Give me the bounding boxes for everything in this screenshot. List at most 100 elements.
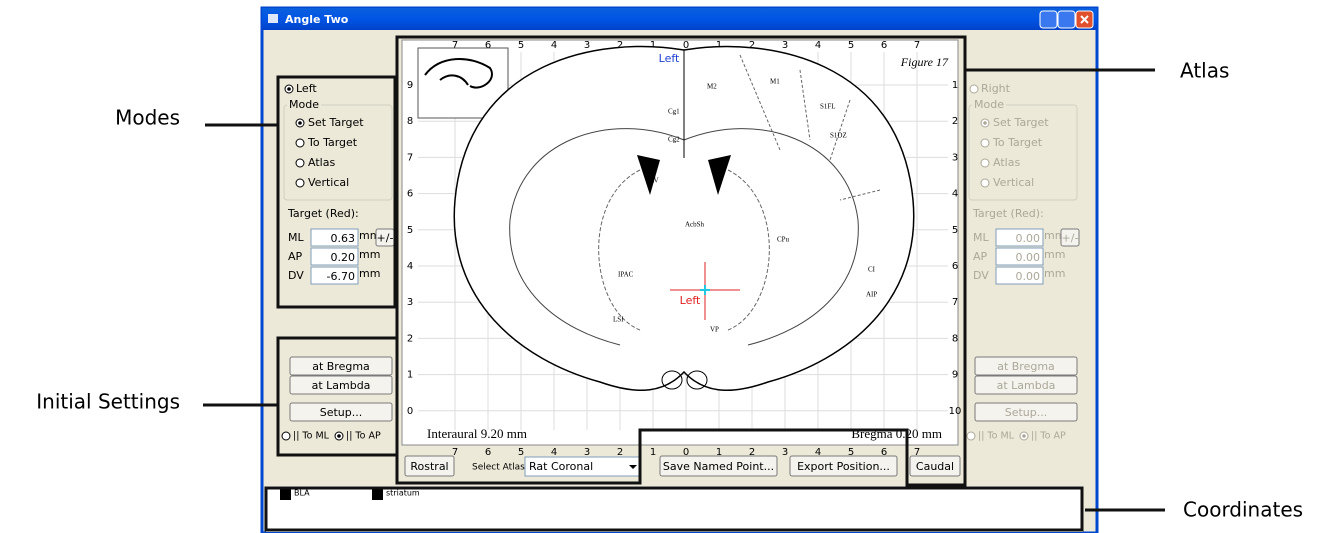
radio[interactable] xyxy=(981,139,989,147)
callout-label: Initial Settings xyxy=(36,390,180,414)
left-tick-label: 4 xyxy=(407,261,413,272)
legend-label: BLA xyxy=(294,489,310,498)
interaural-label: Interaural 9.20 mm xyxy=(427,426,527,441)
bottom-tick-label: 5 xyxy=(518,447,524,458)
radio[interactable] xyxy=(296,159,304,167)
target-title: Target (Red): xyxy=(287,207,359,220)
side-label: Left xyxy=(296,82,317,95)
export-button-label: Export Position... xyxy=(797,460,890,473)
radio-dot xyxy=(337,434,341,438)
region-label: LV xyxy=(650,177,659,185)
field-value: 0.63 xyxy=(331,232,356,245)
bottom-tick-label: 1 xyxy=(650,447,656,458)
caudal-button-label: Caudal xyxy=(916,460,954,473)
orientation-option: || To ML xyxy=(978,431,1015,442)
screen: Angle Two LeftModeSet TargetTo TargetAtl… xyxy=(0,0,1337,533)
field-label: AP xyxy=(973,250,988,263)
mode-option: Set Target xyxy=(993,116,1049,129)
legend-label: striatum xyxy=(386,489,420,498)
orientation-option: || To AP xyxy=(346,431,381,442)
radio-dot xyxy=(298,121,302,125)
radio[interactable] xyxy=(282,432,290,440)
top-tick-label: 4 xyxy=(551,40,557,51)
window-title: Angle Two xyxy=(285,13,349,26)
radio[interactable] xyxy=(981,179,989,187)
region-label: S1DZ xyxy=(830,132,847,140)
left-tick-label: 9 xyxy=(407,80,413,91)
mode-option: Set Target xyxy=(308,116,364,129)
title-bar xyxy=(262,8,1097,30)
figure-label: Figure 17 xyxy=(900,55,949,69)
select-atlas-label: Select Atlas xyxy=(472,463,525,473)
top-tick-label: 4 xyxy=(815,40,821,51)
region-label: AcbSh xyxy=(685,221,705,229)
radio[interactable] xyxy=(296,179,304,187)
region-label: CI xyxy=(868,266,876,274)
region-label: VP xyxy=(710,326,719,334)
radio[interactable] xyxy=(967,432,975,440)
right-tick-label: 9 xyxy=(952,370,958,381)
radio-dot xyxy=(287,87,291,91)
setting-button-label: Setup... xyxy=(1005,406,1048,419)
orientation-option: || To ML xyxy=(293,431,330,442)
field-unit: mm xyxy=(359,267,380,280)
minimize-button[interactable] xyxy=(1040,11,1057,28)
atlas-choice: Rat Coronal xyxy=(529,460,593,473)
left-tick-label: 1 xyxy=(407,370,413,381)
setting-button-label: at Bregma xyxy=(997,360,1055,373)
field-value: 0.00 xyxy=(1016,270,1041,283)
field-value: 0.00 xyxy=(1016,251,1041,264)
field-value: 0.20 xyxy=(331,251,356,264)
mode-title: Mode xyxy=(289,98,319,111)
mode-option: Vertical xyxy=(308,176,349,189)
region-label: S1FL xyxy=(820,103,836,111)
callout-label: Atlas xyxy=(1180,59,1229,83)
callout-label: Modes xyxy=(115,106,180,130)
region-label: IPAC xyxy=(618,271,634,279)
maximize-button[interactable] xyxy=(1058,11,1075,28)
bottom-tick-label: 3 xyxy=(782,447,788,458)
radio-dot xyxy=(983,121,987,125)
right-tick-label: 5 xyxy=(952,225,958,236)
region-label: AIP xyxy=(866,291,877,299)
left-tick-label: 5 xyxy=(407,225,413,236)
left-tick-label: 2 xyxy=(407,333,413,344)
field-unit: mm xyxy=(1044,267,1065,280)
mode-option: Atlas xyxy=(993,156,1020,169)
left-tick-label: 3 xyxy=(407,297,413,308)
right-tick-label: 1 xyxy=(952,80,958,91)
legend-swatch xyxy=(280,489,291,500)
setting-button-label: at Bregma xyxy=(312,360,370,373)
field-label: AP xyxy=(288,250,303,263)
page: Angle Two LeftModeSet TargetTo TargetAtl… xyxy=(0,0,1337,533)
top-tick-label: 3 xyxy=(584,40,590,51)
field-label: ML xyxy=(973,231,989,244)
target-label: Left xyxy=(680,294,701,307)
bottom-tick-label: 4 xyxy=(551,447,557,458)
radio[interactable] xyxy=(296,139,304,147)
region-label: M1 xyxy=(770,78,780,86)
save-button-label: Save Named Point... xyxy=(663,460,774,473)
left-tick-label: 7 xyxy=(407,152,413,163)
right-tick-label: 4 xyxy=(952,189,958,200)
top-tick-label: 5 xyxy=(518,40,524,51)
bottom-tick-label: 2 xyxy=(617,447,623,458)
orientation-option: || To AP xyxy=(1031,431,1066,442)
mode-option: Vertical xyxy=(993,176,1034,189)
left-tick-label: 0 xyxy=(407,406,413,417)
region-label: Cg1 xyxy=(668,108,680,116)
bottom-tick-label: 3 xyxy=(584,447,590,458)
radio[interactable] xyxy=(970,85,978,93)
radio[interactable] xyxy=(981,159,989,167)
target-title: Target (Red): xyxy=(972,207,1044,220)
mode-option: Atlas xyxy=(308,156,335,169)
rostral-button-label: Rostral xyxy=(410,460,448,473)
right-tick-label: 6 xyxy=(952,261,958,272)
bregma-label: Bregma 0.20 mm xyxy=(851,426,942,441)
region-label: M2 xyxy=(707,83,717,91)
radio-dot xyxy=(1022,434,1026,438)
field-unit: mm xyxy=(1044,248,1065,261)
plus-minus-button-label: +/- xyxy=(1062,232,1079,245)
region-label: LSI xyxy=(613,316,624,324)
top-tick-label: 7 xyxy=(914,40,920,51)
